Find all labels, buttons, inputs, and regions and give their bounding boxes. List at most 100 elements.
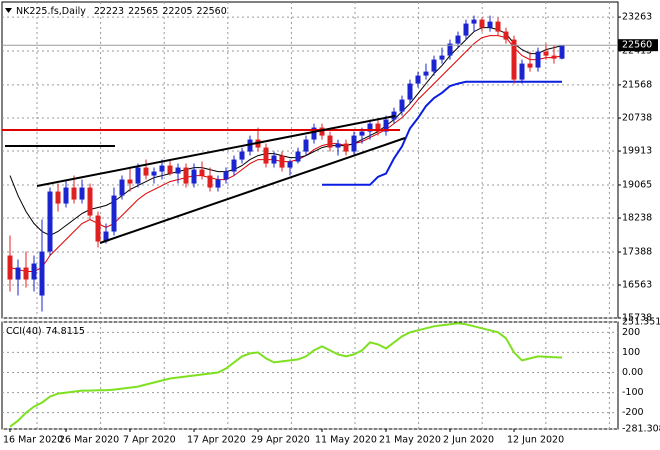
- y-tick-label: 21568: [622, 79, 652, 90]
- menu-arrow[interactable]: [5, 8, 12, 13]
- candle-body: [247, 139, 253, 152]
- candle-body: [423, 71, 429, 76]
- candle-body: [487, 21, 493, 28]
- candle-body: [463, 23, 469, 36]
- x-tick-label: 26 Mar 2020: [59, 435, 119, 446]
- labels: 2326322415215682073819913190651823817388…: [3, 12, 660, 446]
- candle-body: [503, 31, 509, 40]
- candle-body: [431, 59, 437, 72]
- candle-body: [447, 43, 453, 56]
- candle-body: [559, 45, 565, 59]
- x-tick-label: 7 Apr 2020: [123, 435, 176, 446]
- candle-body: [31, 263, 37, 280]
- candle-body: [215, 179, 221, 188]
- candle-body: [167, 165, 173, 174]
- y-tick-label: 23263: [622, 12, 652, 23]
- candle-body: [55, 191, 61, 204]
- cci-value: 74.8115: [46, 326, 85, 337]
- candle-body: [151, 171, 157, 176]
- candle-body: [87, 187, 93, 216]
- candle-body: [39, 251, 45, 296]
- candle-body: [143, 167, 149, 176]
- candle-body: [199, 169, 205, 176]
- candle-body: [279, 155, 285, 168]
- ohlc-close: 22560: [197, 6, 227, 17]
- cci-tick-label: 251.3515: [622, 317, 660, 328]
- candle-body: [159, 165, 165, 172]
- x-tick-label: 11 May 2020: [315, 435, 377, 446]
- ohlc-open: 22223: [94, 6, 124, 17]
- candle-body: [207, 175, 213, 188]
- candle-body: [135, 167, 141, 184]
- x-tick-label: 29 Apr 2020: [251, 435, 310, 446]
- cci-title: CCI(40): [6, 326, 42, 337]
- cci-tick-label: -100: [622, 387, 644, 398]
- candle-body: [295, 151, 301, 162]
- candle-body: [287, 161, 293, 168]
- candle-body: [71, 187, 77, 200]
- candle-body: [455, 35, 461, 44]
- ohlc-high: 22565: [128, 6, 158, 17]
- candle-body: [479, 19, 485, 28]
- price-panel: [1, 1, 619, 319]
- x-tick-label: 21 May 2020: [379, 435, 441, 446]
- candle-body: [175, 167, 181, 174]
- candle-body: [191, 169, 197, 184]
- candle-body: [95, 215, 101, 242]
- ohlc-low: 22205: [162, 6, 192, 17]
- cci-tick-label: 0.00: [622, 367, 643, 378]
- cci-header: CCI(40) 74.8115: [6, 326, 85, 337]
- x-tick-label: 12 Jun 2020: [507, 435, 564, 446]
- candle-body: [263, 147, 269, 164]
- candle-body: [511, 39, 517, 80]
- last-price-box: [618, 39, 658, 52]
- candle-body: [271, 155, 277, 164]
- candle-body: [495, 21, 501, 32]
- candle-body: [519, 63, 525, 80]
- candle-body: [183, 167, 189, 184]
- candle-body: [23, 267, 29, 280]
- cci-panel: [1, 321, 619, 430]
- candle-body: [15, 267, 21, 280]
- candle-body: [383, 119, 389, 132]
- candle-body: [7, 255, 13, 280]
- candle-body: [415, 75, 421, 84]
- candle-body: [223, 171, 229, 180]
- candle-body: [303, 139, 309, 152]
- cci-tick-label: -281.3087: [622, 424, 660, 435]
- candle-body: [471, 19, 477, 24]
- candle-body: [103, 231, 109, 242]
- candle-body: [543, 51, 549, 56]
- candle-body: [399, 99, 405, 112]
- candle-body: [119, 179, 125, 196]
- candle-body: [343, 143, 349, 152]
- cci-tick-label: 200: [622, 327, 640, 338]
- candle-body: [359, 131, 365, 136]
- y-tick-label: 16563: [622, 280, 652, 291]
- candle-body: [327, 135, 333, 148]
- indicator-line: [9, 35, 563, 272]
- y-tick-label: 20738: [622, 113, 652, 124]
- candle-body: [335, 143, 341, 148]
- candle-body: [231, 159, 237, 172]
- candle-body: [79, 187, 85, 200]
- candle-body: [407, 83, 413, 100]
- candle-body: [527, 63, 533, 68]
- symbol: NK225.fs,Daily: [16, 6, 86, 17]
- trendline-lower: [99, 137, 406, 244]
- candle-body: [47, 191, 53, 252]
- y-tick-label: 17388: [622, 247, 652, 258]
- cci-line: [9, 322, 563, 428]
- cci-tick-label: -200: [622, 407, 644, 418]
- indicator-line: [9, 27, 563, 237]
- x-tick-label: 2 Jun 2020: [443, 435, 494, 446]
- marks: [2, 15, 618, 430]
- candle-body: [367, 123, 373, 132]
- candle-body: [535, 51, 541, 68]
- header: NK225.fs,Daily 22223 22565 22205 22560: [16, 6, 227, 17]
- candle-body: [319, 127, 325, 136]
- candle-body: [439, 55, 445, 60]
- trendline-upper: [36, 115, 396, 187]
- candle-body: [63, 187, 69, 204]
